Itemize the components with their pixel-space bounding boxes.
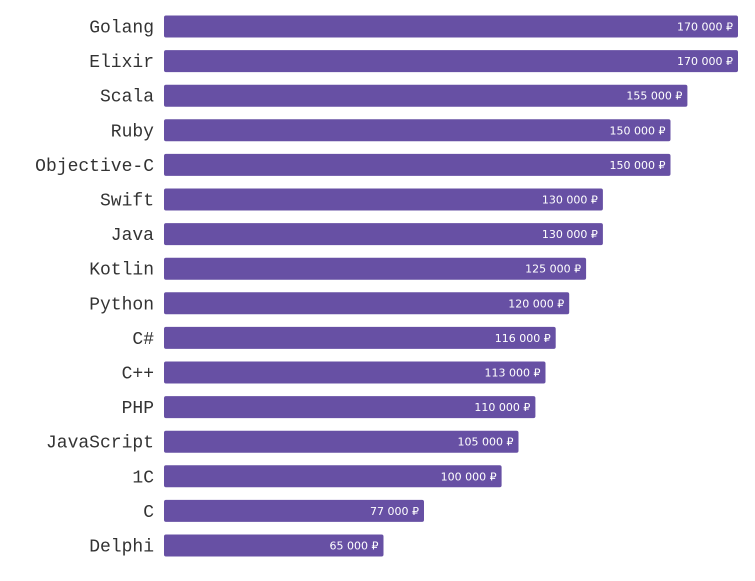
category-label-1: Elixir [89,53,154,73]
value-label-12: 105 000 ₽ [458,436,514,449]
bar-11 [164,396,536,419]
bar-6 [164,223,603,246]
value-label-11: 110 000 ₽ [474,401,530,414]
bar-15 [164,534,384,557]
value-label-2: 155 000 ₽ [626,90,682,103]
category-label-10: C++ [122,365,154,385]
category-label-11: PHP [122,399,154,419]
value-label-10: 113 000 ₽ [485,367,541,380]
category-label-12: JavaScript [46,434,154,454]
category-label-15: Delphi [89,538,154,558]
value-label-3: 150 000 ₽ [610,124,666,137]
value-label-5: 130 000 ₽ [542,194,598,207]
value-label-1: 170 000 ₽ [677,55,733,68]
category-labels-group: Golang Elixir Scala Ruby Objective-C Swift Jav… [35,19,154,558]
value-labels-group: 170 000 ₽ 170 000 ₽ 155 000 ₽ 150 000 ₽ 150 … [330,21,733,553]
category-label-4: Objective-C [35,157,154,177]
value-label-4: 150 000 ₽ [610,159,666,172]
bar-2 [164,84,688,107]
category-label-8: Python [89,295,154,315]
category-label-2: Scala [100,88,154,108]
value-label-15: 65 000 ₽ [330,540,379,553]
bar-14 [164,499,424,522]
value-label-0: 170 000 ₽ [677,21,733,34]
category-label-14: C [143,503,154,523]
value-label-13: 100 000 ₽ [441,470,497,483]
value-label-14: 77 000 ₽ [370,505,419,518]
bar-4 [164,153,671,176]
category-label-0: Golang [89,19,154,39]
bar-5 [164,188,603,211]
category-label-7: Kotlin [89,261,154,281]
category-label-13: 1C [132,468,154,488]
category-label-9: C# [132,330,154,350]
value-label-9: 116 000 ₽ [495,332,551,345]
bar-13 [164,465,502,488]
category-label-5: Swift [100,192,154,212]
bar-12 [164,430,519,453]
category-label-3: Ruby [111,122,154,142]
bars-group [164,15,738,557]
bar-1 [164,50,738,73]
bar-7 [164,257,587,280]
bar-3 [164,119,671,142]
value-label-6: 130 000 ₽ [542,228,598,241]
bar-9 [164,326,556,349]
bar-10 [164,361,546,384]
value-label-7: 125 000 ₽ [525,263,581,276]
bar-8 [164,292,570,315]
value-label-8: 120 000 ₽ [508,297,564,310]
bar-0 [164,15,738,38]
category-label-6: Java [111,226,154,246]
